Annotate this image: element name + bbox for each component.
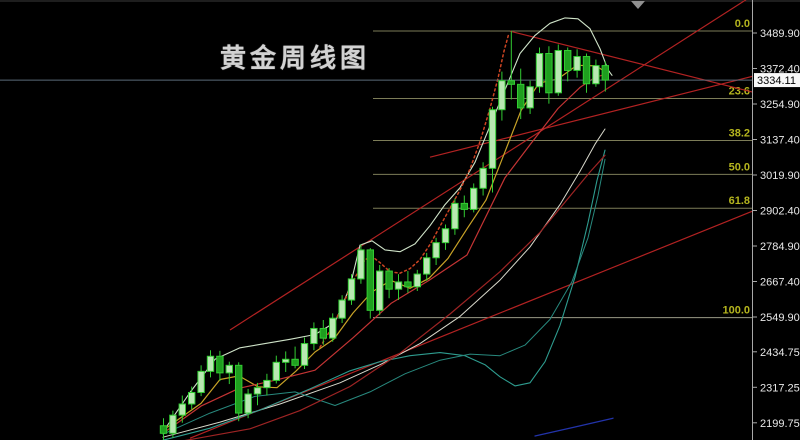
candle-body xyxy=(244,393,252,414)
axis-label: 3137.40 xyxy=(760,135,800,147)
candle-body xyxy=(300,343,309,366)
candle-body xyxy=(216,355,224,374)
candle-body xyxy=(178,403,187,416)
price-axis[interactable]: 3489.90 3372.40 3254.90 3137.40 3019.90 2902.… xyxy=(752,0,800,440)
scroll-marker-icon[interactable] xyxy=(631,1,645,9)
candle-body xyxy=(470,187,478,210)
candle-body xyxy=(432,242,440,259)
candle-body xyxy=(488,109,497,169)
fib-label-100.0: 100.0 xyxy=(722,305,750,317)
price-tag-box xyxy=(754,73,800,88)
candle-body xyxy=(291,358,299,366)
axis-label: 2317.25 xyxy=(760,382,800,394)
candle-body xyxy=(479,167,487,189)
axis-label: 3489.90 xyxy=(760,28,800,40)
axis-label: 2902.40 xyxy=(760,206,800,218)
candle-body xyxy=(573,56,581,71)
curve-red-fast-ma xyxy=(162,74,606,434)
fib-label-50.0: 50.0 xyxy=(729,161,750,173)
candle-body xyxy=(272,361,281,381)
candle-body xyxy=(507,80,516,85)
candle-body xyxy=(235,364,243,414)
axis-label: 2667.40 xyxy=(760,277,800,289)
candle-body xyxy=(451,202,459,230)
indicator-curves-layer xyxy=(162,17,614,440)
axis-label: 3254.90 xyxy=(760,99,800,111)
candle-body xyxy=(582,56,591,85)
candle-body xyxy=(376,270,384,311)
candle-body xyxy=(385,270,393,290)
axis-label: 2199.75 xyxy=(760,418,800,430)
candle-body xyxy=(338,299,346,319)
curve-teal-lower-band xyxy=(162,149,606,440)
candle-body xyxy=(206,355,215,372)
candle-body xyxy=(263,379,271,389)
curve-upper-band xyxy=(162,17,613,433)
candle-body xyxy=(498,80,506,111)
fib-label-38.2: 38.2 xyxy=(729,128,750,140)
candle-body xyxy=(601,65,609,81)
trendline-ascending-steep[interactable] xyxy=(229,0,747,331)
trendline-descending-top[interactable] xyxy=(509,30,754,93)
candle-body xyxy=(329,317,337,339)
candle-body xyxy=(423,257,431,275)
candle-body xyxy=(225,364,234,374)
curve-teal-slow-ma xyxy=(162,158,606,435)
candle-body xyxy=(526,86,534,109)
candle-body xyxy=(592,65,600,85)
candle-body xyxy=(366,249,375,311)
candle-body xyxy=(545,53,553,94)
candle-body xyxy=(413,273,422,288)
candle-body xyxy=(404,281,412,288)
candle-body xyxy=(347,278,356,301)
candle-body xyxy=(441,228,450,244)
fib-label-0.0: 0.0 xyxy=(735,18,750,30)
candle-body xyxy=(169,414,177,434)
current-price-tag: 3334.11 xyxy=(754,73,800,88)
candle-body xyxy=(517,83,525,109)
chart-title: 黄金周线图 xyxy=(220,44,371,73)
axis-label: 3372.40 xyxy=(760,64,800,76)
candles-layer xyxy=(159,30,609,440)
curve-navy-ma xyxy=(534,417,614,437)
candle-body xyxy=(564,49,572,71)
candle-body xyxy=(197,370,205,394)
candle-body xyxy=(310,327,318,345)
candle-body xyxy=(188,392,196,405)
axis-label: 2434.75 xyxy=(760,347,800,359)
axis-label: 2549.90 xyxy=(760,312,800,324)
axis-label: 2784.90 xyxy=(760,241,800,253)
candle-body xyxy=(159,425,168,434)
candle-body xyxy=(253,387,262,395)
curve-red-slow-ma xyxy=(184,154,606,440)
candle-body xyxy=(394,281,403,290)
candle-body xyxy=(554,49,562,94)
candle-body xyxy=(535,53,544,88)
candle-body xyxy=(319,327,328,339)
candle-body xyxy=(460,202,469,210)
axis-label: 3019.90 xyxy=(760,170,800,182)
candle-body xyxy=(282,358,290,363)
curve-mid-band xyxy=(162,128,606,438)
fib-label-23.6: 23.6 xyxy=(729,86,750,98)
fib-label-61.8: 61.8 xyxy=(729,195,750,207)
price-tag-value: 3334.11 xyxy=(757,75,796,87)
trendline-ascending-shallow[interactable] xyxy=(429,75,754,158)
fib-retracement-layer: 0.0 23.6 38.2 50.0 61.8 100.0 xyxy=(373,18,753,319)
candle-body xyxy=(357,249,365,280)
